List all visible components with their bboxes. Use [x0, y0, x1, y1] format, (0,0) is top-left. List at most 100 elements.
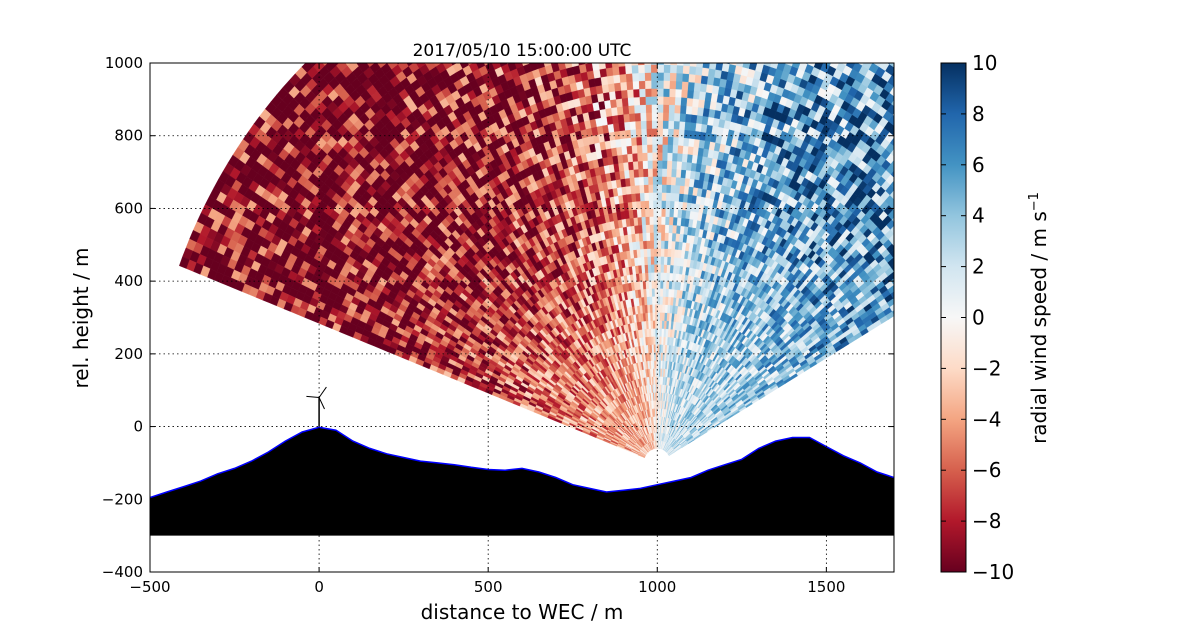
scan-cell	[657, 0, 665, 1]
scan-cell	[973, 193, 983, 204]
scan-cell	[1057, 169, 1068, 181]
scan-cell	[913, 64, 924, 75]
scan-cell	[1058, 156, 1069, 168]
scan-cell	[680, 169, 687, 179]
scan-cell	[777, 36, 786, 46]
scan-cell	[907, 233, 916, 243]
scan-cell	[1079, 176, 1090, 188]
scan-cell	[930, 164, 940, 175]
scan-cell	[667, 144, 674, 154]
scan-cell	[999, 191, 1009, 202]
scan-cell	[657, 33, 664, 41]
scan-cell	[646, 248, 651, 257]
scan-cell	[928, 186, 938, 197]
scan-cell	[884, 17, 895, 28]
scan-cell	[636, 17, 644, 25]
scan-cell	[974, 182, 984, 193]
scan-cell	[898, 25, 909, 36]
scan-cell	[891, 21, 902, 32]
scan-cell	[986, 172, 996, 183]
scan-cell	[581, 0, 590, 7]
scan-cell	[741, 0, 750, 3]
scan-cell	[645, 232, 651, 241]
scan-cell	[899, 188, 909, 198]
scan-cell	[696, 106, 704, 117]
scan-cell	[1062, 176, 1073, 188]
scan-cell	[904, 78, 915, 89]
scan-cell	[968, 187, 978, 198]
scan-cell	[644, 208, 650, 218]
scan-cell	[687, 2, 695, 11]
scan-cell	[827, 5, 837, 16]
scan-cell	[852, 8, 863, 19]
scan-cell	[985, 211, 995, 222]
scan-cell	[1008, 204, 1018, 215]
scan-cell	[718, 46, 726, 55]
scan-cell	[983, 131, 994, 143]
scan-cell	[662, 288, 667, 297]
scan-cell	[605, 3, 613, 12]
scan-cell	[936, 44, 947, 56]
scan-cell	[897, 44, 908, 55]
scan-cell	[644, 80, 652, 89]
scan-cell	[745, 11, 754, 21]
scan-cell	[873, 38, 884, 49]
scan-cell	[931, 80, 942, 92]
scan-cell	[924, 15, 935, 27]
scan-cell	[909, 262, 918, 272]
scan-cell	[647, 160, 653, 169]
scan-cell	[664, 49, 671, 57]
scan-cell	[783, 13, 793, 23]
scan-cell	[633, 168, 639, 178]
scan-cell	[788, 23, 797, 33]
scan-cell	[669, 63, 678, 66]
scan-cell	[618, 65, 626, 75]
scan-cell	[716, 54, 724, 63]
scan-cell	[650, 1, 658, 9]
scan-cell	[915, 138, 925, 149]
scan-cell	[831, 15, 841, 26]
scan-cell	[644, 64, 652, 73]
scan-cell	[785, 5, 795, 15]
scan-cell	[895, 173, 905, 184]
scan-cell	[710, 0, 719, 5]
scan-cell	[957, 30, 968, 42]
scan-cell	[642, 1, 650, 9]
scan-cell	[909, 187, 919, 197]
scan-cell	[612, 2, 620, 11]
scan-cell	[930, 238, 940, 248]
scan-cell	[873, 19, 884, 30]
scan-cell	[790, 41, 799, 51]
scan-cell	[814, 16, 824, 27]
scan-cell	[919, 186, 929, 197]
scan-cell	[665, 192, 671, 202]
scan-cell	[674, 96, 682, 106]
scan-cell	[995, 185, 1005, 196]
scan-cell	[925, 148, 935, 159]
scan-cell	[734, 33, 742, 42]
scan-cell	[650, 264, 655, 273]
scan-cell	[686, 97, 694, 107]
scan-cell	[657, 136, 663, 145]
scan-cell	[667, 248, 672, 258]
scan-cell	[1004, 198, 1014, 209]
scan-cell	[938, 25, 949, 37]
scan-cell	[659, 280, 664, 289]
scan-cell	[900, 156, 910, 167]
scan-cell	[691, 98, 700, 108]
scan-cell	[804, 63, 808, 65]
scan-cell	[679, 177, 686, 187]
scan-cell	[829, 40, 839, 51]
scan-cell	[683, 129, 691, 139]
scan-cell	[674, 104, 681, 114]
scan-cell	[893, 256, 894, 259]
scan-cell	[776, 11, 785, 21]
scan-cell	[988, 126, 999, 138]
scan-cell	[861, 63, 873, 70]
scan-cell	[1073, 180, 1084, 192]
scan-cell	[917, 58, 928, 70]
scan-cell	[1004, 145, 1015, 157]
scan-cell	[665, 9, 673, 17]
scan-cell	[905, 299, 914, 308]
scan-cell	[636, 144, 643, 154]
